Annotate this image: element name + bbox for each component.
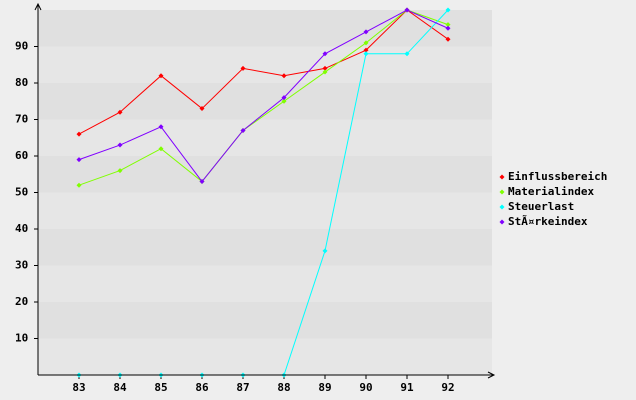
point: [445, 25, 451, 31]
point: [199, 179, 205, 185]
point: [322, 65, 328, 71]
legend: Einflussbereich Materialindex Steuerlast St…: [499, 170, 607, 228]
series-line: [78, 9, 449, 135]
point: [404, 51, 410, 57]
point: [117, 142, 123, 148]
point: [363, 47, 369, 53]
point: [76, 157, 82, 163]
point: [281, 73, 287, 79]
y-tick-label: 80: [15, 76, 28, 89]
x-tick-label: 90: [359, 381, 372, 394]
plot-band: [38, 302, 492, 339]
plot-band: [38, 338, 492, 375]
labels: 10 20 30 40 50 60 70 80 90 83 84 85 86 87 88 89 90 91 92: [15, 40, 455, 395]
point: [445, 36, 451, 42]
point: [363, 29, 369, 35]
legend-marker: [499, 174, 505, 180]
point: [117, 168, 123, 174]
y-tick-label: 70: [15, 113, 28, 126]
point: [281, 95, 287, 101]
point: [158, 73, 164, 79]
legend-label: StÃ¤rkeindex: [508, 215, 588, 228]
point: [281, 98, 287, 104]
series-line: [78, 9, 449, 186]
y-tick-label: 10: [15, 332, 28, 345]
plot-band: [38, 156, 492, 193]
plot-band: [38, 119, 492, 156]
x-tick-label: 85: [154, 381, 167, 394]
x-tick-label: 91: [400, 381, 414, 394]
legend-label: Einflussbereich: [508, 170, 607, 183]
plot-band: [38, 265, 492, 302]
plot-band: [38, 46, 492, 83]
x-tick-label: 87: [236, 381, 249, 394]
x-tick-label: 89: [318, 381, 331, 394]
legend-label: Materialindex: [508, 185, 594, 198]
y-tick-label: 90: [15, 40, 28, 53]
y-tick-label: 30: [15, 259, 28, 272]
y-tick-label: 50: [15, 186, 28, 199]
x-tick-label: 88: [277, 381, 290, 394]
x-tick-label: 92: [441, 381, 454, 394]
plot-band: [38, 83, 492, 120]
plot-band: [38, 10, 492, 47]
legend-label: Steuerlast: [508, 200, 574, 213]
y-tick-label: 60: [15, 149, 28, 162]
point: [322, 51, 328, 57]
point: [445, 22, 451, 28]
plot-band: [38, 192, 492, 229]
point: [158, 124, 164, 130]
x-axis-arrow: [487, 371, 496, 379]
y-tick-label: 20: [15, 295, 28, 308]
x-tick-label: 83: [72, 381, 85, 394]
point: [158, 146, 164, 152]
x-tick-label: 86: [195, 381, 209, 394]
point: [322, 248, 328, 254]
y-axis-arrow: [34, 2, 42, 11]
plot-band: [38, 229, 492, 266]
legend-marker: [499, 189, 505, 195]
point: [363, 40, 369, 46]
point: [76, 182, 82, 188]
plot-bands: [38, 10, 492, 375]
series-line: [78, 9, 449, 183]
point: [445, 7, 451, 13]
x-tick-label: 84: [113, 381, 127, 394]
point: [117, 109, 123, 115]
point: [240, 65, 246, 71]
point: [199, 106, 205, 112]
point: [240, 127, 246, 133]
point: [363, 51, 369, 57]
legend-marker: [499, 204, 505, 210]
legend-marker: [499, 219, 505, 225]
point: [404, 7, 410, 13]
point: [322, 69, 328, 75]
axes: [34, 2, 496, 379]
y-tick-label: 40: [15, 222, 28, 235]
point: [76, 131, 82, 137]
